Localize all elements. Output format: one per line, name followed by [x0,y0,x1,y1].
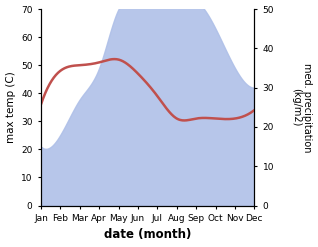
Y-axis label: max temp (C): max temp (C) [5,71,16,143]
Y-axis label: med. precipitation
(kg/m2): med. precipitation (kg/m2) [291,62,313,152]
X-axis label: date (month): date (month) [104,228,191,242]
